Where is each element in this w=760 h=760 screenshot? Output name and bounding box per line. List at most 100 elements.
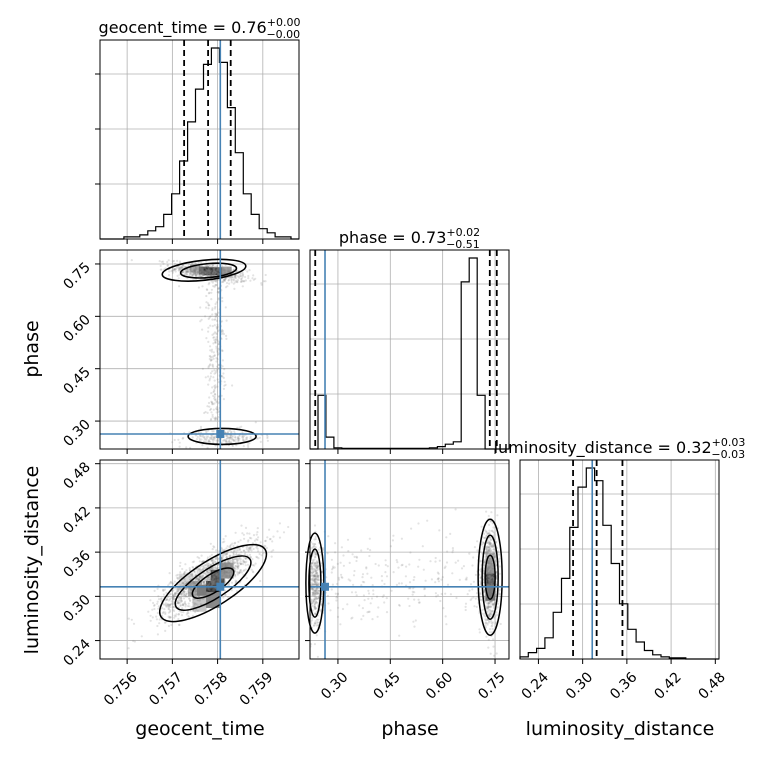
sample-point	[208, 571, 211, 574]
sample-point	[215, 333, 218, 336]
sample-point	[217, 298, 220, 301]
sample-point	[201, 275, 204, 278]
sample-point	[246, 436, 249, 439]
sample-point	[216, 323, 219, 326]
sample-point	[221, 271, 224, 274]
sample-point	[491, 602, 494, 606]
sample-point	[182, 264, 185, 268]
sample-point	[214, 393, 217, 396]
sample-point	[225, 438, 228, 441]
sample-point	[478, 631, 481, 634]
sample-point	[241, 274, 244, 277]
sample-point	[245, 577, 248, 580]
sample-point	[210, 274, 213, 277]
sample-point	[208, 272, 211, 275]
sample-point	[191, 436, 194, 439]
sample-point	[192, 272, 195, 275]
sample-point	[215, 319, 219, 322]
sample-point	[234, 565, 237, 568]
sample-point	[462, 565, 465, 568]
sample-point	[200, 272, 203, 275]
sample-point	[216, 273, 219, 276]
sample-point	[214, 270, 217, 273]
sample-point	[239, 558, 242, 561]
sample-point	[199, 434, 202, 437]
sample-point	[213, 388, 216, 391]
sample-point	[204, 271, 207, 274]
sample-point	[204, 271, 207, 274]
sample-point	[188, 271, 191, 274]
sample-point	[238, 275, 241, 278]
sample-point	[227, 430, 230, 433]
sample-point	[215, 406, 219, 409]
sample-point	[266, 435, 269, 438]
sample-point	[489, 520, 492, 523]
sample-point	[479, 559, 483, 563]
sample-point	[204, 271, 207, 274]
sample-point	[209, 268, 212, 271]
sample-point	[217, 269, 220, 272]
sample-point	[195, 268, 198, 271]
sample-point	[191, 273, 194, 276]
sample-point	[372, 589, 375, 592]
sample-point	[237, 540, 240, 544]
sample-point	[244, 275, 247, 279]
sample-point	[207, 375, 210, 378]
sample-point	[203, 270, 206, 273]
sample-point	[198, 575, 201, 578]
sample-point	[203, 411, 206, 415]
sample-point	[209, 603, 212, 606]
sample-point	[214, 384, 217, 387]
sample-point	[233, 550, 236, 553]
sample-point	[490, 625, 493, 628]
y-tick-label: 0.30	[60, 417, 93, 450]
sample-point	[311, 542, 315, 546]
sample-point	[208, 304, 211, 307]
sample-point	[209, 372, 212, 375]
sample-point	[243, 553, 246, 556]
sample-point	[245, 438, 248, 441]
sample-point	[177, 602, 180, 605]
sample-point	[313, 579, 316, 582]
sample-point	[173, 593, 176, 596]
sample-point	[202, 273, 205, 277]
sample-point	[207, 365, 210, 368]
sample-point	[361, 607, 364, 610]
sample-point	[204, 271, 207, 275]
sample-point	[496, 606, 499, 609]
sample-point	[241, 271, 244, 274]
frame-layer	[95, 39, 720, 664]
sample-point	[367, 589, 370, 592]
sample-point	[224, 434, 227, 437]
sample-point	[230, 581, 234, 584]
sample-point	[208, 316, 211, 319]
sample-point	[366, 611, 369, 614]
sample-point	[214, 399, 217, 402]
sample-point	[181, 271, 184, 274]
sample-point	[202, 268, 205, 271]
sample-point	[233, 276, 237, 279]
panel-title-phase: phase = 0.73+0.02 −0.51	[339, 226, 480, 251]
sample-point	[194, 610, 197, 614]
density-cell	[485, 562, 496, 579]
sample-point	[192, 584, 195, 587]
sample-point	[149, 614, 152, 617]
sample-point	[196, 589, 199, 593]
sample-point	[214, 270, 217, 273]
sample-point	[330, 588, 333, 591]
sample-point	[259, 440, 262, 443]
sample-point	[204, 265, 208, 268]
sample-point	[207, 383, 210, 386]
sample-point	[455, 596, 458, 600]
sample-point	[203, 564, 207, 567]
sample-point	[213, 270, 216, 273]
sample-point	[182, 611, 185, 614]
sample-point	[164, 629, 167, 633]
sample-point	[194, 582, 197, 585]
x-tick-label: 0.756	[101, 669, 141, 709]
sample-point	[186, 270, 189, 273]
sample-point	[212, 270, 215, 273]
sample-point	[168, 598, 171, 601]
sample-point	[197, 595, 200, 598]
sample-point	[214, 284, 217, 287]
